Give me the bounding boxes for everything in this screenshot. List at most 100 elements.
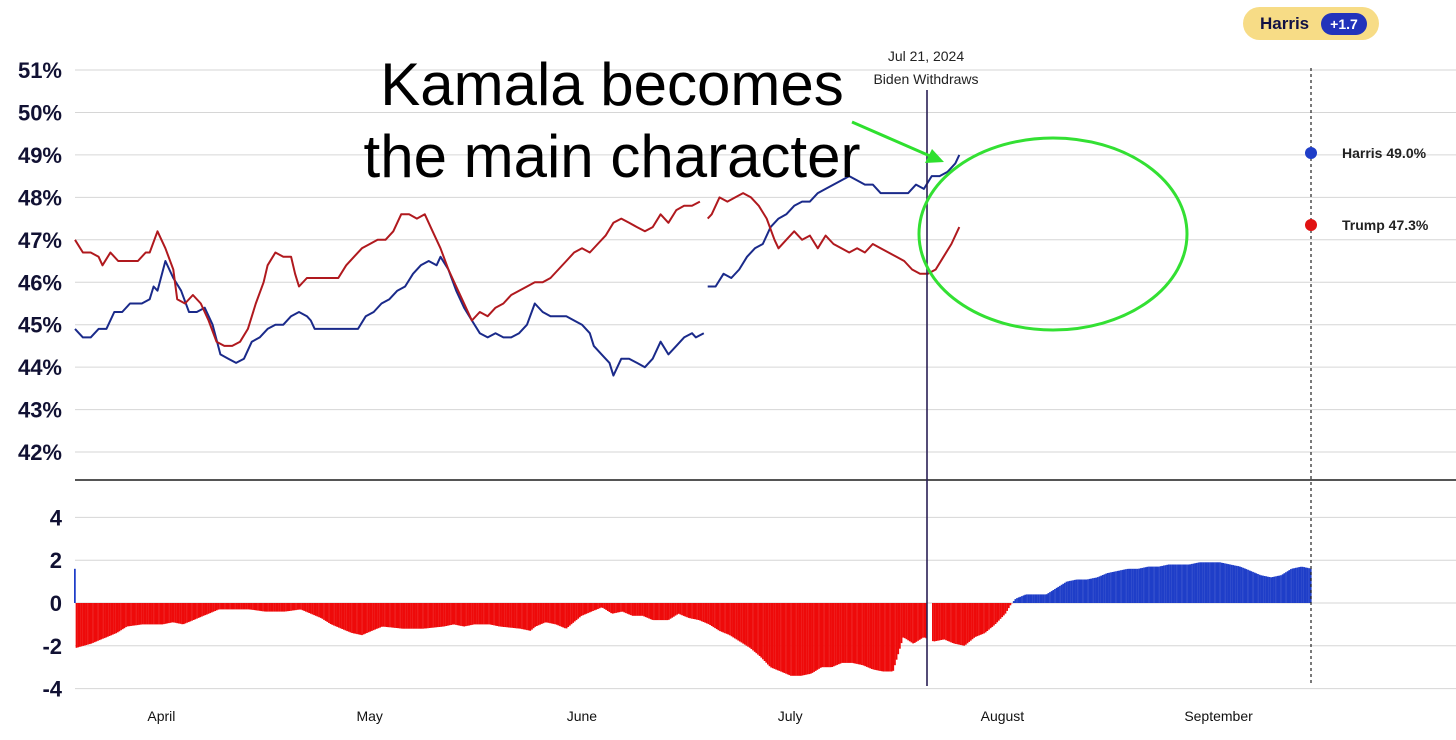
margin-bar [1268,577,1271,603]
margin-bar [578,603,581,618]
margin-bar [144,603,147,625]
margin-bar [95,603,98,642]
margin-bar [1144,567,1147,603]
margin-bar [816,603,819,670]
margin-bar [803,603,806,676]
margin-bar [973,603,975,638]
margin-bar [1290,569,1292,603]
margin-bar [471,603,474,625]
margin-bar [394,603,396,628]
margin-bar [1044,594,1046,603]
margin-bar [356,603,358,635]
margin-bar [151,603,154,625]
margin-bar [493,603,495,626]
margin-bar [889,603,891,672]
margin-bar [727,603,730,635]
bar-y-tick-labels: 4 2 0 -2 -4 [42,505,62,701]
margin-bar [630,603,632,616]
margin-bar [778,603,781,671]
margin-bar [580,603,583,616]
margin-bar [90,603,93,644]
margin-bar [1271,577,1274,603]
margin-bar [1092,578,1094,603]
margin-bar [837,603,840,665]
margin-bar [1167,564,1170,603]
margin-bar [852,603,855,664]
margin-bar [248,603,251,610]
margin-bar [326,603,329,622]
margin-bar [209,603,212,614]
margin-bar [338,603,340,628]
margin-bar [291,603,294,611]
margin-bar [968,603,971,642]
margin-bar [1220,562,1223,603]
margin-bar [831,603,834,667]
x-tick-label: June [567,708,598,724]
margin-bar [1125,569,1127,603]
margin-bar [1120,570,1122,603]
margin-bar [1017,597,1020,603]
margin-bar [857,603,860,665]
margin-bar [324,603,327,621]
margin-bar [1100,575,1103,603]
margin-bar [1002,603,1005,616]
trump-end-label: Trump 47.3% [1342,217,1429,233]
margin-bar [1007,603,1010,609]
margin-bar [234,603,236,610]
margin-bar [318,603,320,618]
margin-bar [1224,563,1226,603]
margin-bar [1035,594,1038,603]
margin-bar [1022,595,1025,603]
margin-bar [272,603,274,612]
margin-bar [1225,563,1228,603]
margin-bar [908,603,911,642]
margin-bar [1083,579,1086,603]
margin-bar [278,603,281,612]
margin-bar [963,603,966,646]
margin-bar [283,603,286,612]
margin-bar [186,603,188,623]
margin-bar [851,603,853,663]
margin-bar [738,603,741,642]
margin-bar [87,603,89,645]
margin-bar [1179,564,1182,603]
y-tick-label: 45% [18,313,62,338]
margin-bar [793,603,796,676]
margin-bar [215,603,218,611]
margin-bar [648,603,650,619]
margin-bar [856,603,858,664]
margin-bar [724,603,726,634]
margin-bar [552,603,555,624]
margin-bar [598,603,601,609]
margin-bar [1151,566,1154,603]
margin-bar [290,603,292,611]
margin-bar [1301,566,1304,603]
margin-bar [1042,594,1045,603]
margin-bar [361,603,363,636]
margin-bar [1209,562,1211,603]
margin-bar [547,603,550,623]
margin-bar [573,603,576,622]
margin-bar [329,603,332,624]
margin-bar [494,603,497,626]
margin-bar [730,603,733,637]
x-tick-label: September [1184,708,1253,724]
margin-bar [407,603,410,629]
y-tick-label: 44% [18,355,62,380]
margin-bar [786,603,789,675]
margin-bar [437,603,439,628]
margin-bar [748,603,751,648]
margin-bar [229,603,231,610]
margin-bar [301,603,304,611]
margin-bar [187,603,190,623]
margin-bar [1115,571,1117,603]
margin-bar [465,603,467,627]
margin-bar [600,603,603,608]
margin-bar [770,603,773,668]
margin-bar [268,603,271,612]
margin-bar [808,603,810,675]
margin-bar [286,603,289,612]
margin-bar [1029,594,1032,603]
margin-bar [1273,576,1276,603]
margin-bar [940,603,942,640]
